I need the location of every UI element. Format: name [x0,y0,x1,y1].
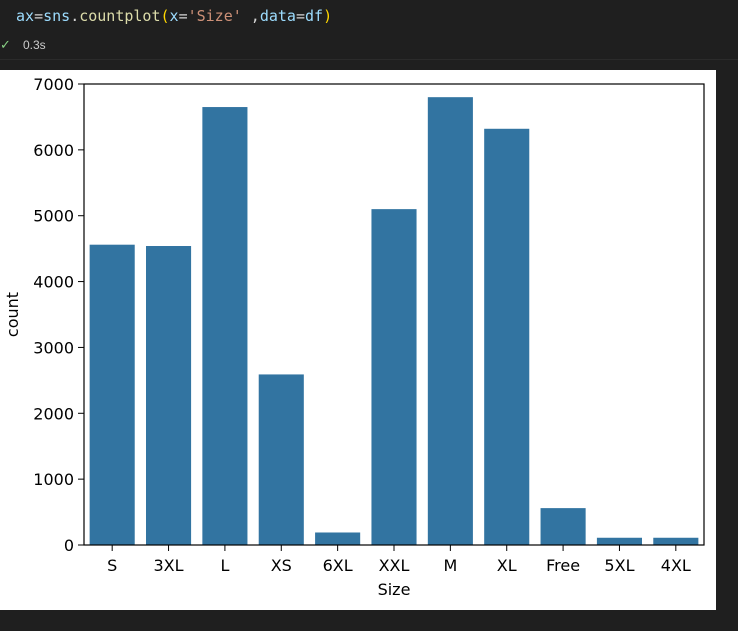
check-icon: ✓ [0,37,11,52]
x-tick-label: S [107,556,117,575]
y-axis-label: count [3,292,22,337]
x-tick-label: XS [271,556,292,575]
bar-free [540,508,586,545]
x-tick-label: 6XL [323,556,353,575]
code-token: x [169,7,179,25]
y-tick-label: 0 [64,536,74,555]
x-axis-label: Size [378,580,411,599]
bar-s [89,244,135,546]
x-tick-label: L [220,556,229,575]
code-token: data [259,7,296,25]
x-ticks-group: S 3XL L XS 6XL XXL M XL Free 5XL 4XL [107,545,691,575]
code-cell-source[interactable]: ax=sns.countplot(x='Size' ,data=df) [0,0,738,33]
code-token: df [305,7,324,25]
code-token: ( [160,7,170,25]
y-tick-label: 3000 [33,338,74,357]
y-tick-label: 4000 [33,273,74,292]
code-token: ax [16,7,35,25]
code-token: . [70,7,80,25]
y-ticks-group: 0 1000 2000 3000 4000 5000 6000 7000 [33,75,84,555]
x-tick-label: XL [497,556,517,575]
bar-m [427,97,473,545]
code-token: = [178,7,188,25]
x-tick-label: M [443,556,457,575]
x-tick-label: 5XL [604,556,634,575]
code-token: = [295,7,305,25]
code-token: ) [323,7,333,25]
bar-xs [258,374,304,545]
y-tick-label: 5000 [33,207,74,226]
bar-6xl [315,532,361,545]
code-token: 'Size' [187,7,242,25]
x-tick-label: Free [546,556,580,575]
y-tick-label: 1000 [33,470,74,489]
execution-time: 0.3s [23,38,46,52]
cell-output: 0 1000 2000 3000 4000 5000 6000 7000 S 3XL L XS 6XL… [0,70,716,610]
x-tick-label: 3XL [154,556,184,575]
cell-status-bar: ✓ 0.3s [0,34,738,56]
bars-group [89,97,699,546]
bar-3xl [146,246,192,545]
code-token: countplot [79,7,161,25]
code-token: sns [43,7,71,25]
bar-xl [484,128,530,546]
code-token: = [34,7,44,25]
x-tick-label: XXL [379,556,410,575]
bar-xxl [371,209,417,545]
cell-divider [0,59,738,60]
bar-4xl [653,537,699,545]
bar-5xl [596,537,642,545]
x-tick-label: 4XL [661,556,691,575]
y-tick-label: 6000 [33,141,74,160]
y-tick-label: 7000 [33,75,74,94]
code-token: , [241,7,260,25]
bar-l [202,107,248,546]
y-tick-label: 2000 [33,404,74,423]
countplot-chart: 0 1000 2000 3000 4000 5000 6000 7000 S 3XL L XS 6XL… [3,75,705,599]
